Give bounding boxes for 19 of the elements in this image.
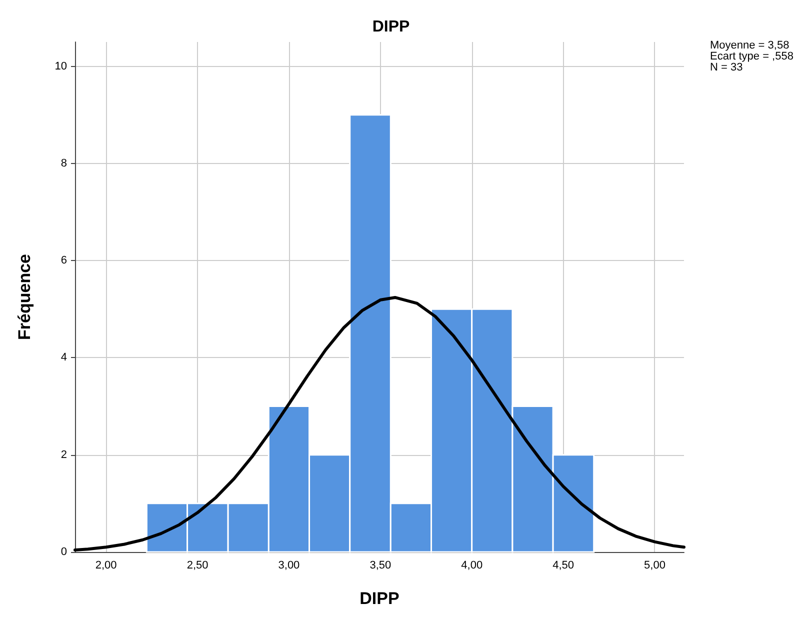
y-axis-title: Fréquence <box>15 254 34 340</box>
y-tick-label: 0 <box>60 546 67 558</box>
chart-title: DIPP <box>372 18 410 36</box>
x-tick-label: 5,00 <box>644 560 666 572</box>
y-tick-label: 10 <box>54 60 67 72</box>
x-tick-label: 3,50 <box>370 560 392 572</box>
x-tick-label: 4,00 <box>461 560 483 572</box>
text: Moyenne = 3,58 <box>710 40 790 52</box>
x-tick-label: 3,00 <box>278 560 300 572</box>
text: N = 33 <box>710 62 743 74</box>
x-axis-title: DIPP <box>360 589 400 608</box>
text: Ecart type = ,558 <box>710 50 794 62</box>
x-tick-label: 2,50 <box>186 560 208 572</box>
x-tick-label: 2,00 <box>95 560 117 572</box>
y-tick-label: 6 <box>60 254 67 267</box>
x-tick-label: 4,50 <box>552 560 574 572</box>
y-tick-label: 2 <box>60 448 67 461</box>
y-tick-label: 4 <box>60 352 67 364</box>
y-tick-label: 8 <box>60 157 67 170</box>
